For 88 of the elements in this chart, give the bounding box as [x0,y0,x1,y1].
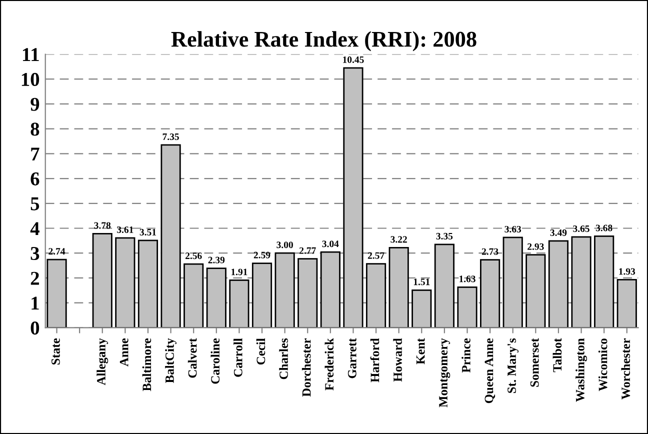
data-label: 2.57 [368,252,384,259]
data-label: 2.39 [208,256,225,264]
bar [160,144,181,328]
y-tick-label: 10 [22,72,40,86]
bar [502,236,523,328]
y-tick-label: 5 [30,197,40,210]
x-tick-label: Kent [416,338,425,364]
data-label: 3.22 [390,236,407,243]
x-tick-label: Dorchester [302,338,311,397]
bar [206,268,226,328]
x-tick-label: Washington [576,338,587,402]
y-tick-label: 6 [30,172,40,186]
x-tick-label: Montgomery [439,338,450,408]
data-label: 1.63 [460,276,476,282]
data-label: 2.74 [48,248,66,255]
data-label: 3.78 [94,222,111,229]
y-tick-label: 7 [31,148,40,160]
y-tick-label: 1 [32,296,39,310]
x-tick-label: Harford [370,338,380,382]
x-tick-label: Prince [462,338,470,373]
bar [388,246,409,328]
x-tick-label: Charles [279,338,288,380]
data-label: 3.51 [140,228,156,236]
bar [320,251,340,328]
data-label: 3.00 [276,242,293,248]
x-tick-label: Caroline [210,338,220,384]
bar [46,258,67,328]
chart-title: Relative Rate Index (RRI): 2008 [171,31,476,52]
bar [526,254,546,328]
x-tick-label: Allegany [96,338,108,386]
bar [480,259,500,328]
data-label: 2.56 [185,252,202,260]
y-tick-label: 8 [30,122,40,136]
data-label: 7.35 [162,133,179,140]
y-tick-label: 3 [30,246,40,260]
x-tick-label: Calvert [188,338,197,378]
bar [457,286,478,328]
data-label: 3.63 [504,226,522,233]
bar [571,236,592,328]
bar [298,258,318,328]
data-label: 3.04 [322,240,339,248]
data-label: 10.45 [343,56,364,64]
x-tick-label: Anne [120,338,128,366]
bar [594,236,614,328]
x-tick-label: Talbot [552,338,562,372]
x-tick-label: Queen Anne [484,338,496,404]
bar [548,240,569,328]
x-tick-label: Cecil [256,338,266,365]
x-tick-label: State [51,338,60,364]
bar [252,262,272,328]
x-tick-label: Carroll [234,338,242,377]
bar [412,289,432,328]
data-label: 3.61 [117,226,134,234]
data-label: 1.93 [619,268,636,275]
data-label: 2.77 [300,247,316,254]
x-tick-label: Baltimore [142,338,152,392]
data-label: 3.35 [436,232,453,240]
data-label: 2.59 [254,252,270,258]
bar [366,263,386,328]
x-tick-label: Garrett [348,338,356,378]
data-label: 1.51 [414,278,430,286]
bar [138,240,158,328]
y-tick-label: 4 [30,222,40,235]
x-tick-label: Worchester [621,338,630,400]
x-tick-label: Frederick [324,338,334,390]
y-tick-label: 0 [30,321,40,335]
data-label: 2.73 [482,248,498,255]
x-tick-label: St. Mary's [508,338,519,393]
data-label: 1.91 [231,268,248,276]
y-tick-label: 2 [30,272,39,285]
data-label: 3.68 [596,224,612,232]
data-label: 3.65 [573,225,590,232]
bar [434,244,454,328]
bar [343,67,364,328]
bar [229,280,250,328]
data-label: 2.93 [528,243,544,250]
bar [115,237,136,328]
bar [92,233,112,328]
data-label: 3.49 [550,229,567,236]
y-tick-label: 11 [22,48,39,61]
x-tick-label: BaltCity [165,338,176,384]
x-tick-label: Howard [393,338,402,382]
bar [184,263,204,328]
bar [616,279,637,328]
x-tick-label: Wicomico [598,338,608,392]
y-tick-label: 9 [30,98,40,111]
bar [274,252,295,328]
x-tick-label: Somerset [530,338,539,387]
